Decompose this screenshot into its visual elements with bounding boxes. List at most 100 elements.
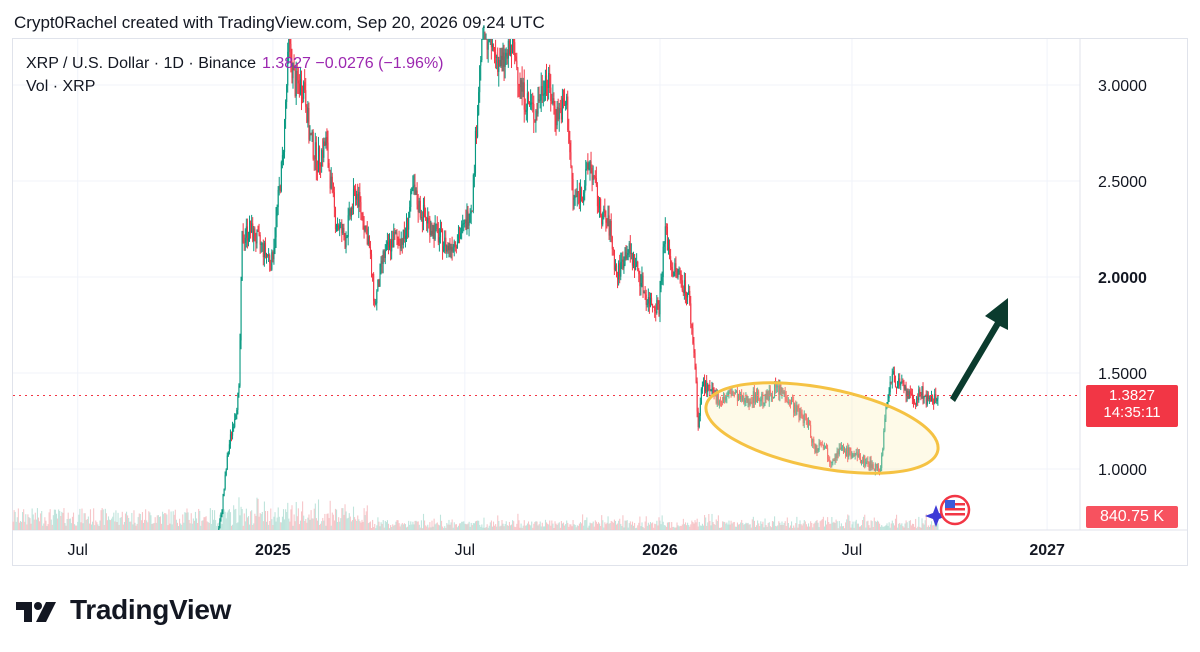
candle-body [385, 244, 387, 250]
volume-bar [377, 517, 379, 530]
candle-body [605, 215, 607, 223]
symbol-legend[interactable]: XRP / U.S. Dollar · 1D · Binance 1.3827 −… [26, 55, 444, 73]
trend-arrow[interactable] [950, 298, 1008, 402]
candle-body [422, 205, 425, 222]
volume-bar [885, 525, 887, 530]
candle-body [286, 85, 288, 103]
candle-body [772, 396, 775, 399]
volume-bar [84, 513, 86, 530]
candle-body [791, 399, 793, 405]
volume-bar [871, 521, 873, 530]
volume-bar [189, 523, 191, 530]
volume-bar [636, 527, 638, 530]
volume-bar [463, 521, 465, 530]
candle-body [480, 60, 482, 66]
volume-bar [618, 520, 620, 530]
volume-bar [130, 521, 132, 530]
candle-body [665, 226, 667, 228]
candle-body [782, 391, 784, 393]
volume-bar [788, 527, 790, 530]
volume-bar [151, 524, 153, 530]
candle-body [345, 236, 347, 248]
volume-bar [868, 525, 870, 530]
volume-bar [527, 521, 530, 530]
volume-bar [892, 523, 894, 530]
volume-bar [193, 520, 195, 530]
volume-bar [436, 522, 438, 530]
volume-bar [500, 525, 502, 530]
volume-bar [704, 515, 706, 530]
volume-bar [97, 524, 99, 530]
volume-bar [481, 524, 483, 530]
tradingview-logo[interactable]: TradingView [16, 594, 231, 626]
candle-body [586, 163, 588, 169]
volume-bar [80, 522, 82, 530]
candle-body [288, 39, 290, 52]
volume-bar [767, 522, 769, 530]
volume-bar [542, 526, 544, 530]
consolidation-ellipse[interactable] [699, 366, 946, 490]
candle-body [819, 442, 821, 445]
candle-body [256, 230, 258, 244]
volume-bar [274, 512, 276, 530]
candle-body [801, 413, 803, 416]
candle-body [638, 270, 640, 275]
candle-body [621, 259, 623, 262]
volume-bar [671, 522, 673, 530]
volume-bar [529, 524, 531, 530]
volume-bar [644, 521, 646, 530]
candle-body [632, 254, 635, 266]
candle-body [723, 396, 725, 403]
volume-bar [408, 520, 410, 530]
volume-bar [836, 521, 838, 530]
volume-bar [203, 517, 205, 530]
candle-body [666, 227, 669, 251]
volume-bar [378, 521, 380, 530]
volume-bar [187, 512, 189, 530]
event-flag-icon[interactable] [925, 494, 971, 527]
x-tick-label: 2026 [642, 542, 678, 559]
candle-body [460, 233, 462, 238]
candle-body [596, 185, 599, 207]
candle-body [831, 461, 833, 464]
candle-body [368, 236, 370, 247]
candle-body [736, 390, 739, 402]
volume-bar [797, 527, 799, 530]
candle-body [783, 391, 785, 393]
volume-bar [558, 522, 560, 530]
volume-bar [278, 516, 280, 530]
volume-bar [483, 517, 485, 530]
volume-bar [153, 523, 155, 530]
candle-body [787, 401, 789, 403]
candle-body [543, 93, 545, 95]
candle-body [268, 255, 270, 257]
volume-bar [508, 521, 510, 530]
volume-bar [145, 509, 147, 530]
volume-bar [583, 525, 585, 530]
volume-bar [173, 514, 175, 530]
x-tick-label: Jul [67, 542, 87, 559]
volume-bar [226, 512, 228, 530]
volume-bar [64, 523, 66, 530]
candle-body [789, 402, 792, 405]
volume-legend[interactable]: Vol · XRP [26, 78, 96, 95]
volume-bar [30, 523, 32, 530]
volume-bar [379, 526, 381, 530]
candle-body [618, 263, 620, 280]
candle-body [451, 246, 453, 252]
volume-bar [341, 508, 343, 530]
candle-body [784, 391, 786, 397]
candle-body [389, 240, 391, 248]
candle-body [323, 141, 325, 158]
candle-body [325, 137, 327, 146]
volume-bar [365, 511, 367, 530]
volume-bar [830, 523, 832, 530]
candle-body [390, 240, 392, 252]
volume-bar [23, 509, 25, 530]
volume-bar [554, 521, 556, 530]
volume-bar [931, 521, 933, 530]
volume-bar [340, 518, 342, 530]
candle-body [465, 219, 467, 230]
